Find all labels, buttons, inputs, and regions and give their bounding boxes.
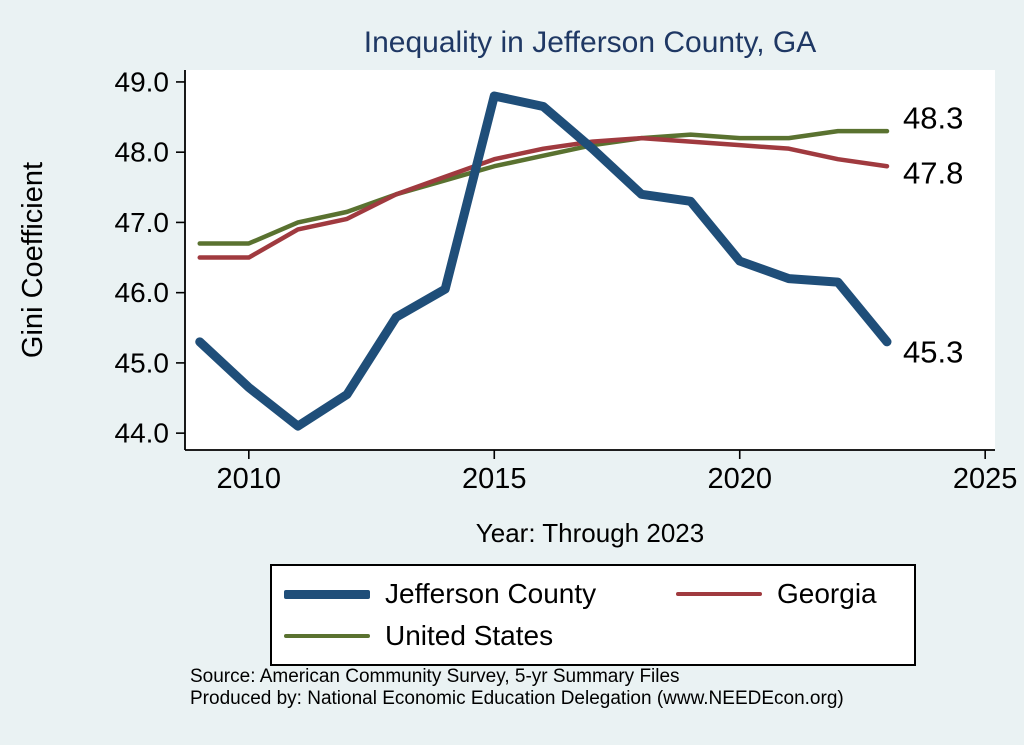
chart-title: Inequality in Jefferson County, GA: [363, 26, 817, 59]
legend-swatch-georgia: [676, 591, 762, 597]
y-tick-label: 49.0: [115, 66, 170, 97]
legend-item-united-states: United States: [284, 617, 676, 655]
x-tick-label: 2025: [953, 463, 1018, 495]
legend-item-jefferson-county: Jefferson County: [284, 575, 676, 613]
y-tick-label: 44.0: [115, 418, 170, 449]
y-tick-label: 47.0: [115, 207, 170, 238]
legend-label-jefferson-county: Jefferson County: [385, 578, 597, 609]
x-tick-label: 2010: [217, 463, 282, 495]
x-axis-title: Year: Through 2023: [475, 518, 705, 548]
series-georgia: [197, 135, 890, 260]
legend-label-united-states: United States: [385, 620, 554, 651]
legend-label-georgia: Georgia: [777, 578, 877, 609]
footer-notes: Source: American Community Survey, 5-yr …: [190, 666, 844, 711]
x-tick-label: 2020: [707, 463, 772, 495]
end-label-jefferson-county: 45.3: [903, 334, 963, 369]
series-united-states: [197, 128, 890, 246]
legend-swatch-united-states: [284, 633, 370, 639]
x-tick-label: 2015: [462, 463, 527, 495]
end-label-united-states: 48.3: [903, 101, 963, 136]
end-label-georgia: 47.8: [903, 156, 963, 191]
y-axis-title: Gini Coefficient: [17, 162, 49, 358]
series-jefferson-county: [195, 91, 892, 431]
legend-item-georgia: Georgia: [676, 575, 902, 613]
source-line: Source: American Community Survey, 5-yr …: [190, 666, 680, 687]
legend-swatch-jefferson-county: [284, 589, 370, 599]
produced-by-line: Produced by: National Economic Education…: [190, 688, 844, 710]
plot-background: [185, 70, 995, 450]
plot-area: 44.0 45.0 46.0 47.0 48.0 49.0 2010 2015 2020 2025…: [17, 66, 1018, 495]
y-tick-label: 45.0: [115, 347, 170, 378]
legend: Jefferson County Georgia United States: [270, 564, 916, 666]
y-tick-label: 46.0: [115, 277, 170, 308]
y-tick-label: 48.0: [115, 137, 170, 168]
